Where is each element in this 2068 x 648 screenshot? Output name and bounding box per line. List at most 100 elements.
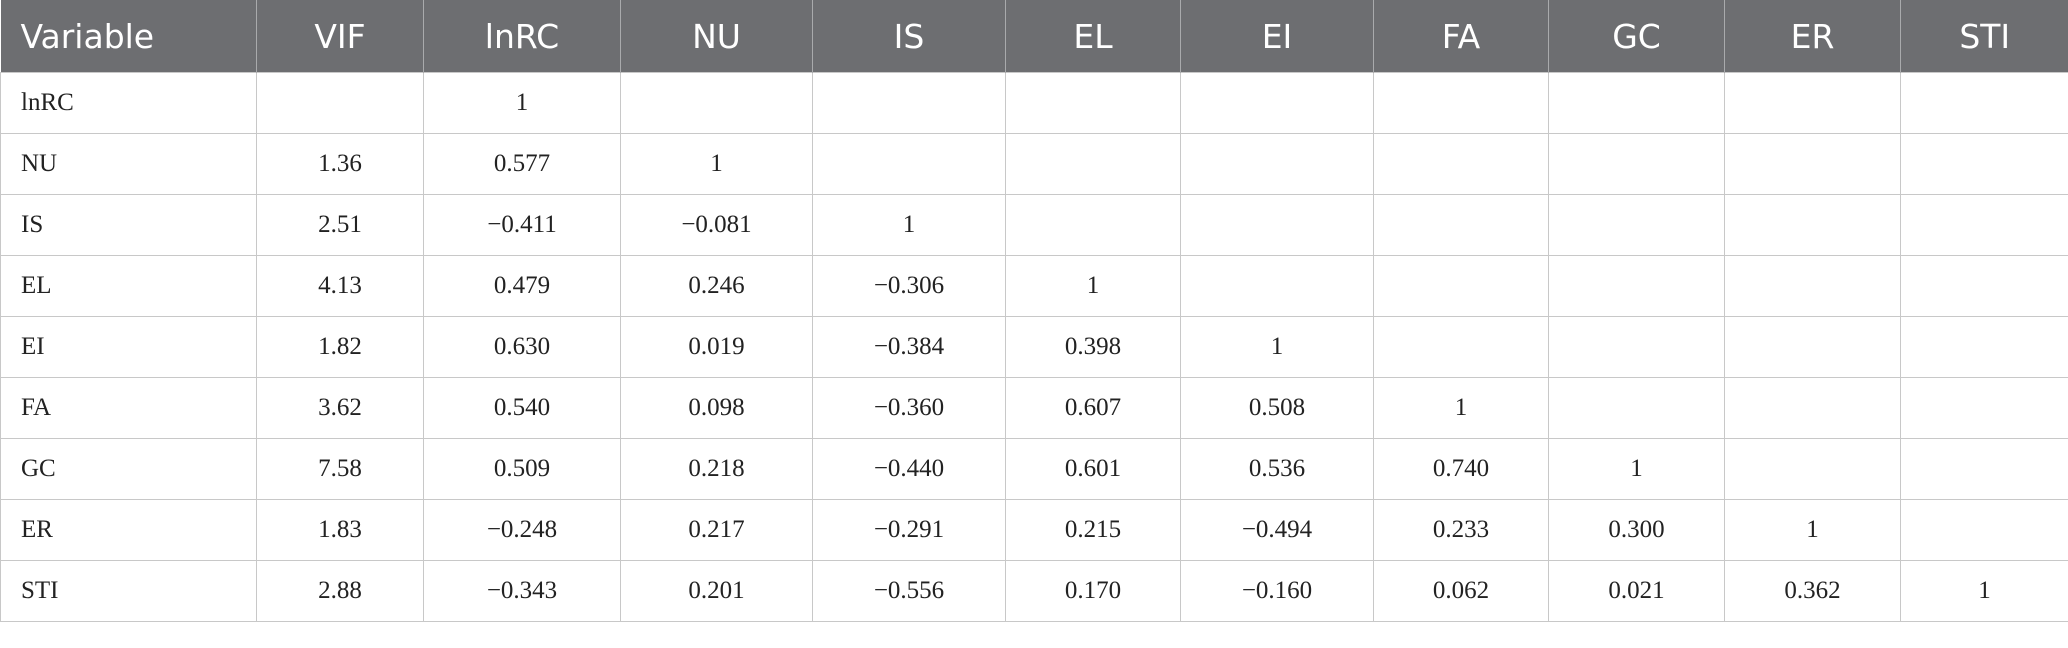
empty-cell (1548, 316, 1725, 378)
table-cell: 0.217 (620, 499, 813, 561)
table-cell: −0.440 (812, 438, 1006, 500)
table-row: FA 3.62 0.540 0.098 −0.360 0.607 0.508 1 (0, 377, 2068, 439)
vif-correlation-table: Variable VIF lnRC NU IS EL EI FA GC ER STI lnRC 1 NU… (0, 0, 2068, 622)
table-cell: 1 (1180, 316, 1374, 378)
table-row: STI 2.88 −0.343 0.201 −0.556 0.170 −0.160 0.062… (0, 560, 2068, 622)
table-body: lnRC 1 NU 1.36 0.577 1 IS 2.51 −0.411 −0.081 1 EL 4.… (0, 72, 2068, 622)
table-row: NU 1.36 0.577 1 (0, 133, 2068, 195)
table-cell: −0.494 (1180, 499, 1374, 561)
table-row: EI 1.82 0.630 0.019 −0.384 0.398 1 (0, 316, 2068, 378)
table-cell: 0.246 (620, 255, 813, 317)
empty-cell (1373, 72, 1549, 134)
empty-cell (1373, 255, 1549, 317)
column-header: Variable (0, 0, 257, 73)
column-header: IS (812, 0, 1006, 73)
table-cell: −0.160 (1180, 560, 1374, 622)
empty-cell (1724, 255, 1901, 317)
header-row: Variable VIF lnRC NU IS EL EI FA GC ER STI (0, 0, 2068, 73)
empty-cell (1724, 194, 1901, 256)
table-row: IS 2.51 −0.411 −0.081 1 (0, 194, 2068, 256)
table-cell: 0.536 (1180, 438, 1374, 500)
empty-cell (1180, 255, 1374, 317)
table-row: ER 1.83 −0.248 0.217 −0.291 0.215 −0.494 0.233 0… (0, 499, 2068, 561)
table-cell: −0.248 (423, 499, 621, 561)
table-cell: 0.215 (1005, 499, 1181, 561)
table-cell: −0.360 (812, 377, 1006, 439)
column-header: VIF (256, 0, 424, 73)
row-label: EL (0, 255, 257, 317)
empty-cell (620, 72, 813, 134)
table-cell: 1.82 (256, 316, 424, 378)
empty-cell (1180, 72, 1374, 134)
column-header: NU (620, 0, 813, 73)
empty-cell (1548, 194, 1725, 256)
table-cell: 1.36 (256, 133, 424, 195)
row-label: EI (0, 316, 257, 378)
table-row: EL 4.13 0.479 0.246 −0.306 1 (0, 255, 2068, 317)
empty-cell (1900, 438, 2068, 500)
empty-cell (1373, 194, 1549, 256)
empty-cell (1900, 499, 2068, 561)
table-cell: 0.540 (423, 377, 621, 439)
empty-cell (1724, 133, 1901, 195)
empty-cell (1548, 133, 1725, 195)
empty-cell (1005, 133, 1181, 195)
empty-cell (256, 72, 424, 134)
table-cell: 0.019 (620, 316, 813, 378)
empty-cell (1005, 72, 1181, 134)
empty-cell (1548, 255, 1725, 317)
table-cell: 0.362 (1724, 560, 1901, 622)
table-cell: 7.58 (256, 438, 424, 500)
table-cell: 0.300 (1548, 499, 1725, 561)
empty-cell (812, 133, 1006, 195)
table-cell: 0.601 (1005, 438, 1181, 500)
table-cell: 0.577 (423, 133, 621, 195)
empty-cell (1724, 377, 1901, 439)
table-cell: 1 (812, 194, 1006, 256)
table-cell: −0.081 (620, 194, 813, 256)
table-cell: 0.508 (1180, 377, 1374, 439)
empty-cell (1724, 438, 1901, 500)
empty-cell (1373, 316, 1549, 378)
column-header: FA (1373, 0, 1549, 73)
table-cell: 0.233 (1373, 499, 1549, 561)
column-header: ER (1724, 0, 1901, 73)
row-label: STI (0, 560, 257, 622)
table-cell: 4.13 (256, 255, 424, 317)
column-header: STI (1900, 0, 2068, 73)
empty-cell (1900, 316, 2068, 378)
table-cell: 1 (1900, 560, 2068, 622)
column-header: EL (1005, 0, 1181, 73)
table-cell: 1 (1724, 499, 1901, 561)
empty-cell (1900, 133, 2068, 195)
table-cell: −0.306 (812, 255, 1006, 317)
row-label: GC (0, 438, 257, 500)
empty-cell (812, 72, 1006, 134)
table-cell: 0.201 (620, 560, 813, 622)
table-cell: 0.398 (1005, 316, 1181, 378)
row-label: lnRC (0, 72, 257, 134)
table-row: GC 7.58 0.509 0.218 −0.440 0.601 0.536 0.740 1 (0, 438, 2068, 500)
table-cell: 0.170 (1005, 560, 1181, 622)
table-cell: 0.062 (1373, 560, 1549, 622)
row-label: FA (0, 377, 257, 439)
column-header: EI (1180, 0, 1374, 73)
table-cell: 2.51 (256, 194, 424, 256)
table-cell: 1 (1005, 255, 1181, 317)
table-cell: −0.343 (423, 560, 621, 622)
table-row: lnRC 1 (0, 72, 2068, 134)
row-label: ER (0, 499, 257, 561)
empty-cell (1900, 72, 2068, 134)
table-cell: 0.740 (1373, 438, 1549, 500)
table-cell: 2.88 (256, 560, 424, 622)
empty-cell (1373, 133, 1549, 195)
row-label: IS (0, 194, 257, 256)
empty-cell (1548, 377, 1725, 439)
empty-cell (1900, 377, 2068, 439)
table-cell: −0.291 (812, 499, 1006, 561)
empty-cell (1180, 133, 1374, 195)
table-cell: 1 (1548, 438, 1725, 500)
table-cell: 0.021 (1548, 560, 1725, 622)
empty-cell (1900, 194, 2068, 256)
